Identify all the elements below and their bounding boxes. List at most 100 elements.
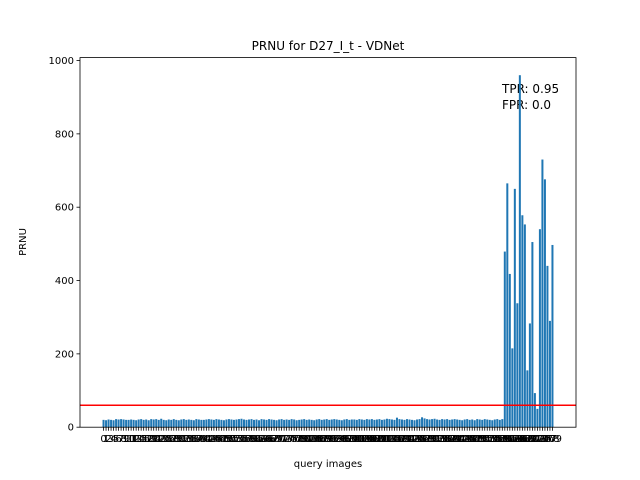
- x-tick-label: 128: [415, 434, 434, 445]
- x-tick-label: 58: [243, 434, 256, 445]
- bar: [248, 419, 251, 428]
- x-tick-label: 25: [160, 434, 173, 445]
- bar: [448, 419, 451, 428]
- bar: [195, 419, 198, 428]
- x-tick-label: 165: [508, 434, 527, 445]
- bar: [328, 419, 331, 428]
- x-tick-label: 12: [127, 434, 140, 445]
- x-tick-label: 141: [448, 434, 467, 445]
- bar: [453, 419, 456, 428]
- bar: [533, 393, 536, 428]
- bar: [501, 419, 504, 428]
- bar: [122, 419, 125, 428]
- bar: [242, 419, 245, 428]
- bar: [140, 419, 143, 428]
- x-tick-label: 79: [295, 434, 308, 445]
- x-tick-label: 55: [235, 434, 248, 445]
- bar: [107, 419, 110, 428]
- x-tick-label: 43: [205, 434, 218, 445]
- bar: [182, 419, 185, 428]
- bar: [305, 419, 308, 428]
- x-tick-label: 126: [410, 434, 429, 445]
- bar: [503, 251, 506, 428]
- x-tick-label: 10: [122, 434, 135, 445]
- x-tick-label: 155: [483, 434, 502, 445]
- x-tick-label: 47: [215, 434, 228, 445]
- bar: [310, 419, 313, 428]
- x-tick-label: 9: [123, 434, 129, 445]
- bar: [421, 417, 424, 428]
- bar: [220, 419, 223, 428]
- bar: [370, 419, 373, 428]
- x-tick-label: 163: [503, 434, 522, 445]
- bar: [363, 419, 366, 428]
- bar: [132, 419, 135, 428]
- x-tick-label: 70: [273, 434, 286, 445]
- x-tick-label: 16: [137, 434, 150, 445]
- x-tick-label: 116: [385, 434, 404, 445]
- bar: [403, 419, 406, 428]
- bar: [313, 420, 316, 428]
- bar: [461, 420, 464, 428]
- bar: [446, 419, 449, 428]
- x-tick-label: 36: [187, 434, 200, 445]
- bar: [253, 419, 256, 428]
- x-tick-label: 161: [498, 434, 517, 445]
- bar: [513, 188, 516, 428]
- x-tick-label: 14: [132, 434, 145, 445]
- x-tick-label: 51: [225, 434, 238, 445]
- bar: [280, 419, 283, 428]
- x-tick-label: 152: [475, 434, 494, 445]
- x-tick-label: 68: [268, 434, 281, 445]
- y-tick-label: 1000: [49, 56, 74, 67]
- x-tick-label: 138: [440, 434, 459, 445]
- x-tick-label: 86: [313, 434, 326, 445]
- bar: [486, 419, 489, 428]
- bar: [343, 419, 346, 428]
- bar: [400, 419, 403, 428]
- bar: [300, 419, 303, 428]
- x-tick-label: 3: [108, 434, 114, 445]
- bar: [227, 419, 230, 428]
- x-tick-label: 177: [538, 434, 557, 445]
- x-tick-label: 111: [372, 434, 391, 445]
- bar: [536, 408, 539, 428]
- x-tick-label: 179: [543, 434, 562, 445]
- bar: [548, 320, 551, 428]
- bar: [388, 419, 391, 428]
- bar: [142, 419, 145, 428]
- x-tick-label: 38: [192, 434, 205, 445]
- bar: [283, 419, 286, 428]
- bar: [483, 419, 486, 428]
- x-tick-label: 131: [423, 434, 442, 445]
- bar: [345, 419, 348, 428]
- bar: [405, 419, 408, 428]
- x-tick-label: 15: [135, 434, 148, 445]
- x-tick-label: 115: [382, 434, 401, 445]
- x-tick-label: 145: [458, 434, 477, 445]
- x-tick-label: 153: [478, 434, 497, 445]
- x-tick-label: 8: [120, 434, 126, 445]
- bar: [230, 419, 233, 428]
- x-tick-label: 114: [380, 434, 399, 445]
- bar: [528, 323, 531, 428]
- bar: [523, 224, 526, 428]
- bar: [197, 419, 200, 428]
- x-tick-label: 22: [152, 434, 165, 445]
- bar: [546, 265, 549, 428]
- x-tick-label: 63: [255, 434, 268, 445]
- bar: [298, 419, 301, 428]
- x-tick-label: 57: [240, 434, 253, 445]
- x-tick-label: 33: [180, 434, 193, 445]
- bar: [493, 419, 496, 428]
- bar: [463, 419, 466, 428]
- x-tick-label: 92: [328, 434, 341, 445]
- bar: [551, 244, 554, 428]
- x-tick-label: 127: [412, 434, 431, 445]
- x-tick-label: 56: [238, 434, 251, 445]
- x-tick-label: 130: [420, 434, 439, 445]
- x-tick-label: 151: [473, 434, 492, 445]
- bar: [436, 419, 439, 428]
- bar: [150, 419, 153, 428]
- x-tick-label: 94: [333, 434, 346, 445]
